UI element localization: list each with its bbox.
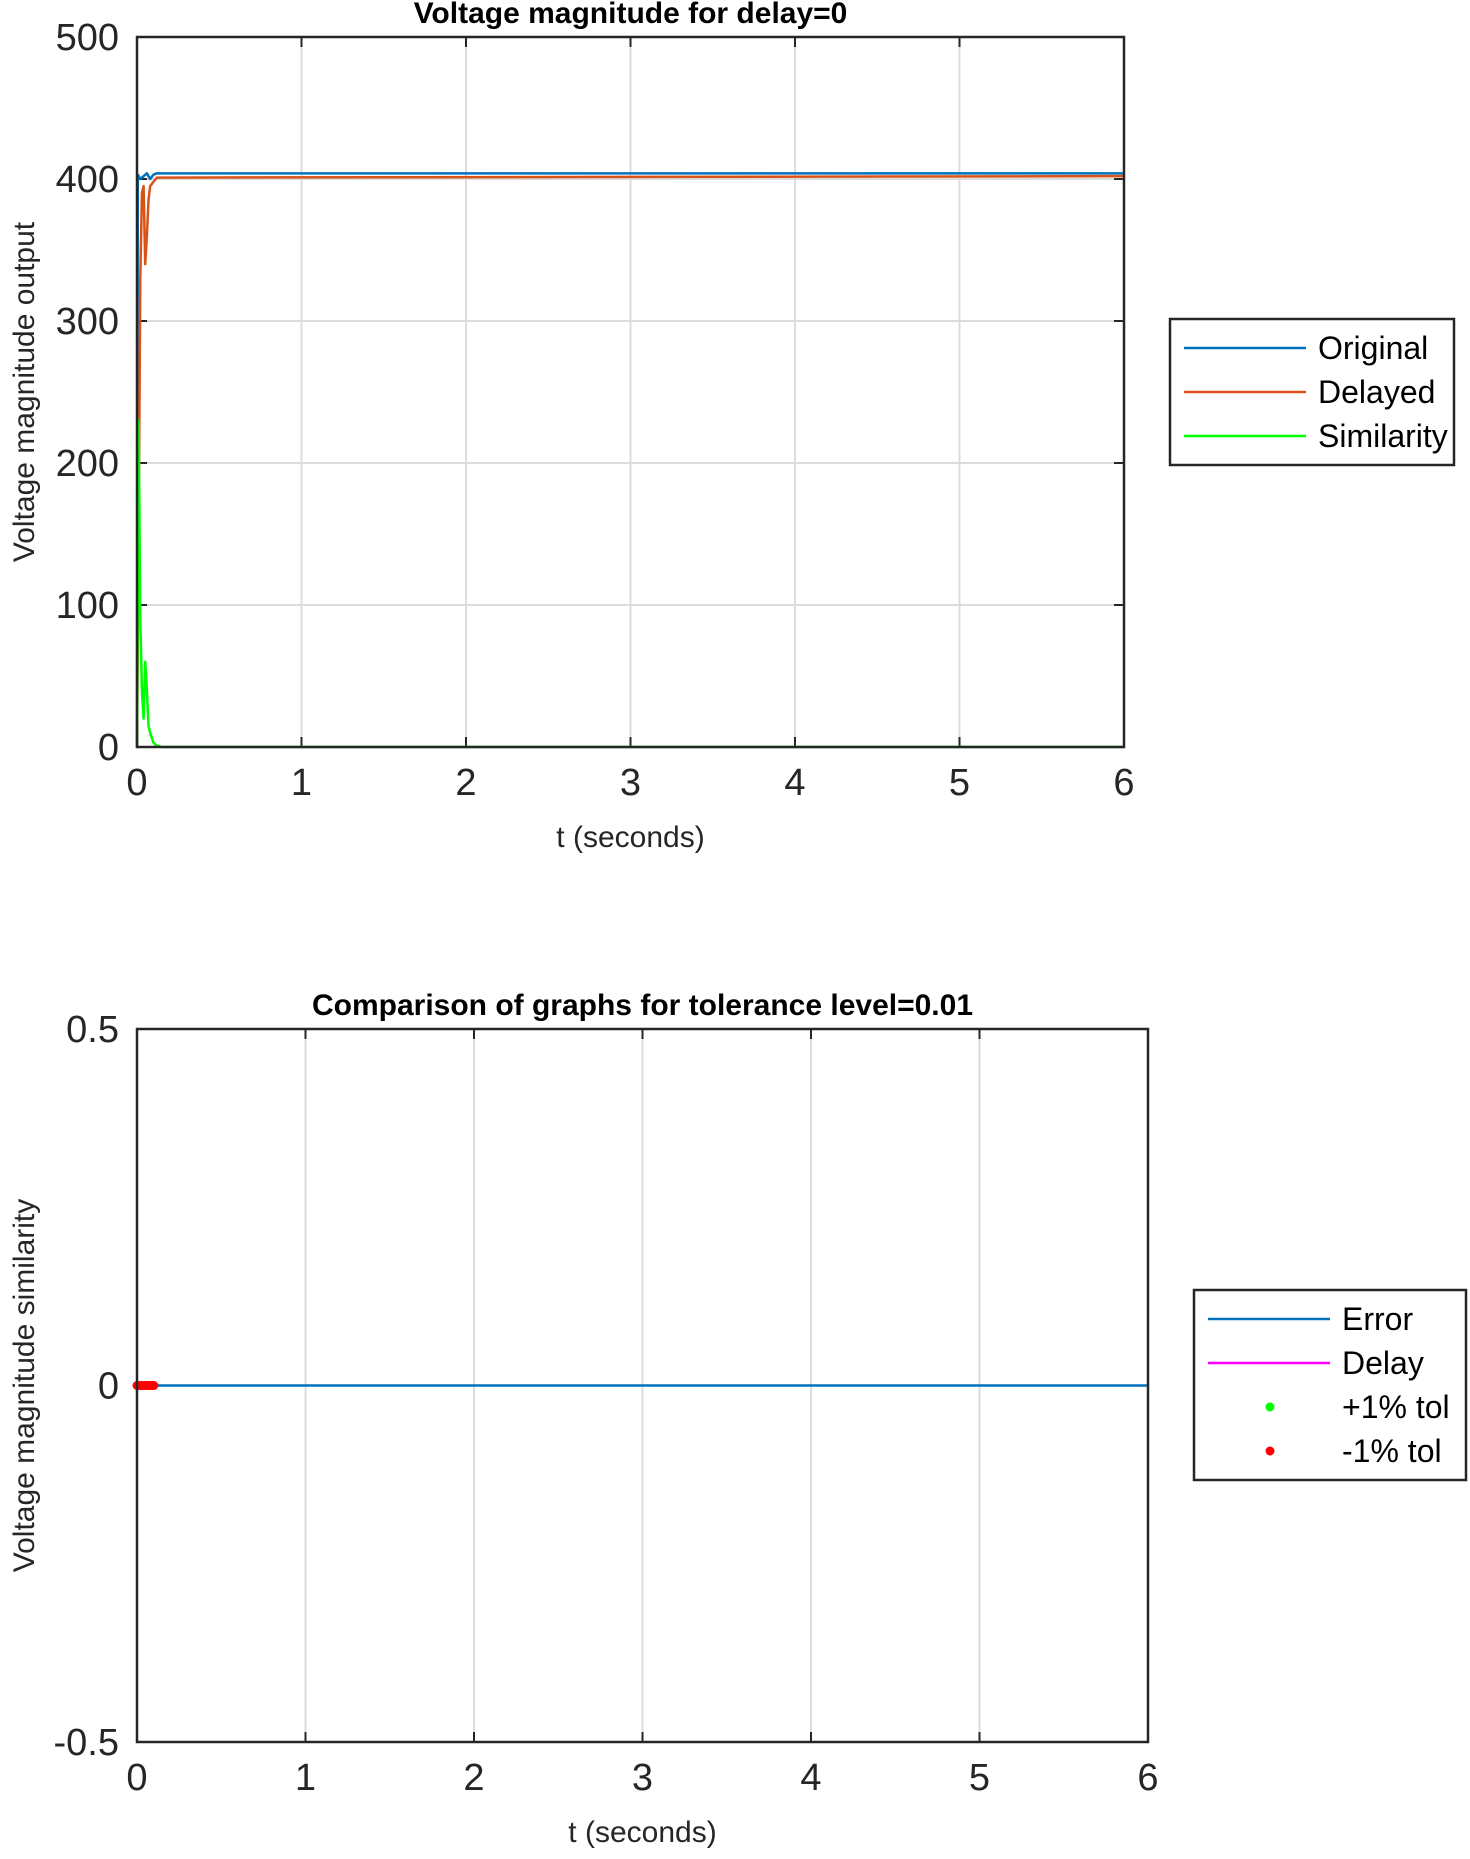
x-tick-label: 1 bbox=[291, 762, 312, 804]
legend-label: Original bbox=[1318, 330, 1428, 366]
voltage-magnitude-chart: 0 1 2 3 4 5 6 0 100 200 300 400 500 Voltage magnitu… bbox=[8, 0, 1456, 854]
chart-title: Comparison of graphs for tolerance level… bbox=[312, 989, 973, 1022]
y-axis-label: Voltage magnitude similarity bbox=[8, 1199, 41, 1573]
legend: Original Delayed Similarity bbox=[1168, 317, 1456, 467]
data-point bbox=[149, 1381, 159, 1390]
x-tick-label: 3 bbox=[620, 762, 641, 804]
legend-label: -1% tol bbox=[1342, 1433, 1442, 1469]
chart-title: Voltage magnitude for delay=0 bbox=[414, 0, 848, 30]
legend-marker bbox=[1265, 1446, 1275, 1456]
x-tick-label: 4 bbox=[800, 1757, 821, 1799]
y-tick-label: 100 bbox=[56, 585, 119, 627]
y-tick-label: 0 bbox=[98, 727, 119, 769]
x-tick-labels: 0 1 2 3 4 5 6 bbox=[126, 1757, 1158, 1799]
y-tick-labels: -0.5 0 0.5 bbox=[54, 1009, 119, 1764]
legend-label: +1% tol bbox=[1342, 1389, 1450, 1425]
x-tick-label: 6 bbox=[1113, 762, 1134, 804]
y-tick-label: 300 bbox=[56, 301, 119, 343]
x-tick-label: 2 bbox=[455, 762, 476, 804]
legend-box bbox=[1192, 1288, 1468, 1482]
x-tick-label: 5 bbox=[949, 762, 970, 804]
y-axis-label: Voltage magnitude output bbox=[8, 221, 41, 562]
x-axis-label: t (seconds) bbox=[568, 1816, 716, 1849]
x-tick-label: 5 bbox=[969, 1757, 990, 1799]
series-layer bbox=[132, 1381, 1148, 1390]
legend-label: Error bbox=[1342, 1301, 1413, 1337]
grid bbox=[136, 36, 1125, 748]
x-tick-labels: 0 1 2 3 4 5 6 bbox=[126, 762, 1134, 804]
y-tick-label: 0 bbox=[98, 1366, 119, 1408]
series-layer bbox=[135, 172, 1125, 749]
x-tick-label: 3 bbox=[632, 1757, 653, 1799]
axes-frame bbox=[135, 1027, 1150, 1744]
axes-frame bbox=[135, 35, 1126, 749]
legend-label: Delayed bbox=[1318, 374, 1435, 410]
x-tick-label: 2 bbox=[463, 1757, 484, 1799]
y-tick-label: 0.5 bbox=[66, 1009, 119, 1051]
x-tick-label: 0 bbox=[126, 1757, 147, 1799]
x-axis-label: t (seconds) bbox=[556, 821, 704, 854]
y-tick-label: 500 bbox=[56, 17, 119, 59]
x-tick-label: 1 bbox=[295, 1757, 316, 1799]
y-tick-labels: 0 100 200 300 400 500 bbox=[56, 17, 119, 769]
series-line bbox=[135, 174, 1125, 748]
series-line bbox=[135, 419, 1124, 749]
legend: Error Delay +1% tol -1% tol bbox=[1192, 1288, 1468, 1482]
y-tick-label: 200 bbox=[56, 443, 119, 485]
x-tick-label: 0 bbox=[126, 762, 147, 804]
x-tick-label: 4 bbox=[784, 762, 805, 804]
x-tick-label: 6 bbox=[1137, 1757, 1158, 1799]
y-tick-label: -0.5 bbox=[54, 1722, 119, 1764]
y-tick-label: 400 bbox=[56, 159, 119, 201]
legend-label: Delay bbox=[1342, 1345, 1424, 1381]
legend-label: Similarity bbox=[1318, 418, 1448, 454]
legend-marker bbox=[1265, 1402, 1275, 1412]
series-line bbox=[135, 172, 1124, 748]
